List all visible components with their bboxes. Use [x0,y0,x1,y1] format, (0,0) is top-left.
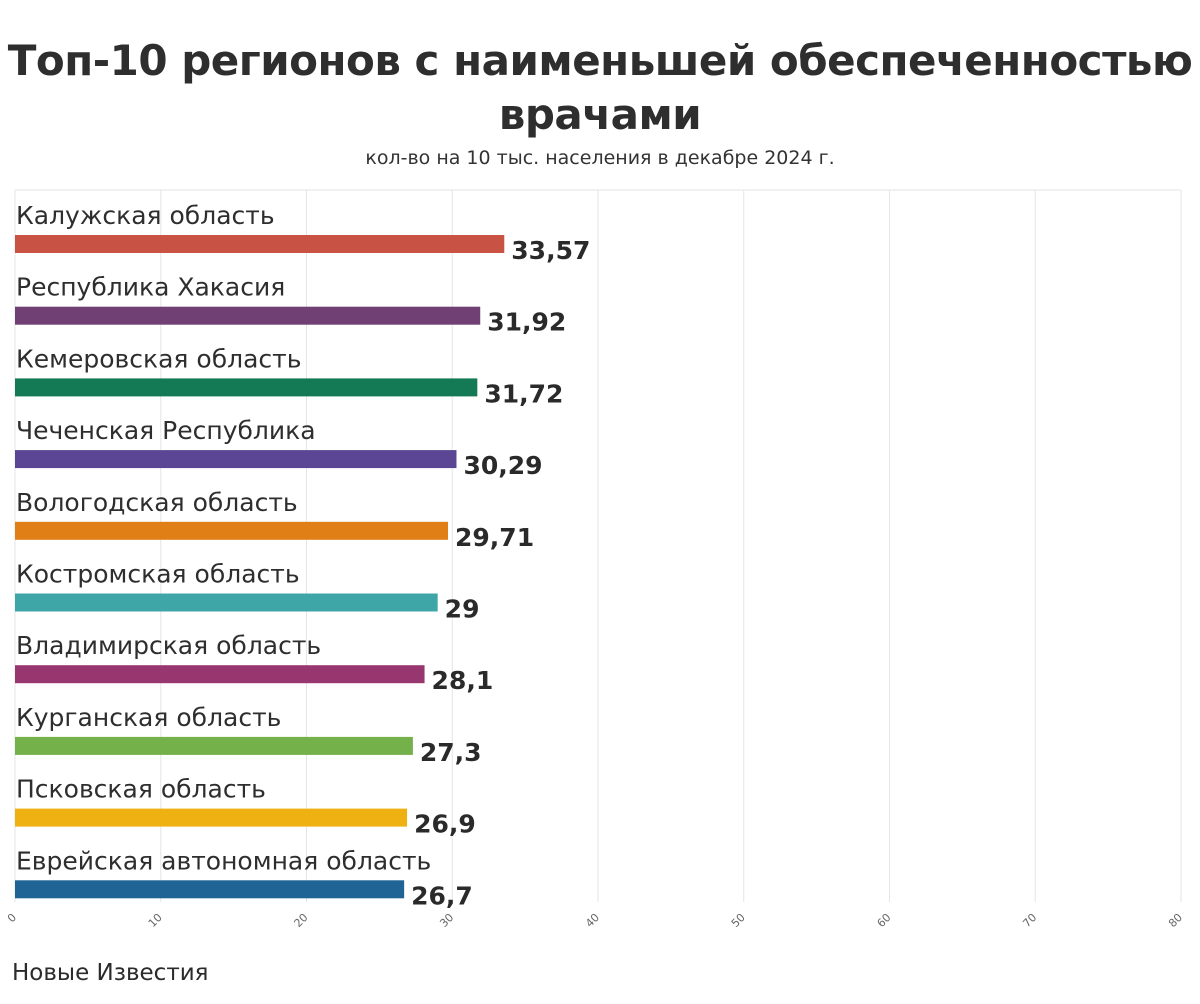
data-label: 33,57 [511,236,590,265]
category-label: Чеченская Республика [16,416,316,445]
x-tick-label: 50 [729,911,748,930]
x-tick-label: 10 [146,911,165,930]
bar [15,880,405,899]
data-label: 26,7 [411,881,473,910]
data-label: 27,3 [420,738,482,767]
bar-chart: 0 10 20 30 40 50 60 70 80 Калужская область 33,57… [5,189,1185,930]
data-label: 26,9 [414,810,476,839]
bar [15,665,425,684]
bar [15,450,457,469]
x-tick-label: 60 [875,911,894,930]
bar [15,808,408,827]
bar [15,378,478,397]
x-axis-ticks: 0 10 20 30 40 50 60 70 80 [5,911,1185,930]
bar-row: Курганская область 27,3 [15,703,482,767]
data-label: 29,71 [455,523,534,552]
bar-row: Владимирская область 28,1 [15,631,493,695]
category-label: Кемеровская область [16,344,301,373]
bar [15,736,413,755]
x-tick-label: 40 [583,911,602,930]
chart-subtitle: кол-во на 10 тыс. населения в декабре 20… [365,147,835,169]
source-label: Новые Известия [12,960,209,986]
bar [15,593,438,612]
bars: Калужская область 33,57 Республика Хакасия… [15,201,590,910]
bar [15,521,449,540]
category-label: Курганская область [16,703,281,732]
category-label: Вологодская область [16,488,298,517]
x-tick-label: 0 [5,911,19,925]
data-label: 31,92 [487,308,566,337]
x-tick-label: 80 [1166,911,1185,930]
bar-row: Чеченская Республика 30,29 [15,416,543,480]
category-label: Владимирская область [16,631,321,660]
x-tick-label: 20 [292,911,311,930]
bar-row: Кемеровская область 31,72 [15,344,563,408]
category-label: Еврейская автономная область [16,846,431,875]
x-tick-label: 70 [1020,911,1039,930]
bar [15,235,505,253]
chart-title-text: Топ-10 регионов с наименьшей обеспеченно… [7,36,1193,139]
data-label: 28,1 [432,666,494,695]
bar-row: Костромская область 29 [15,560,479,624]
bar-row: Вологодская область 29,71 [15,488,534,552]
x-tick-label: 30 [437,911,456,930]
grid-lines [14,189,1182,902]
bar-row: Еврейская автономная область 26,7 [15,846,473,910]
data-label: 31,72 [484,379,563,408]
category-label: Псковская область [16,775,266,804]
category-label: Костромская область [16,560,300,589]
category-label: Республика Хакасия [16,273,285,302]
chart-title: Топ-10 регионов с наименьшей обеспеченно… [0,34,1200,142]
data-label: 30,29 [463,451,542,480]
bar-row: Калужская область 33,57 [15,201,590,265]
bar-row: Псковская область 26,9 [15,775,476,839]
data-label: 29 [445,595,480,624]
bar-row: Республика Хакасия 31,92 [15,273,566,337]
bar [15,306,481,325]
category-label: Калужская область [16,201,275,230]
